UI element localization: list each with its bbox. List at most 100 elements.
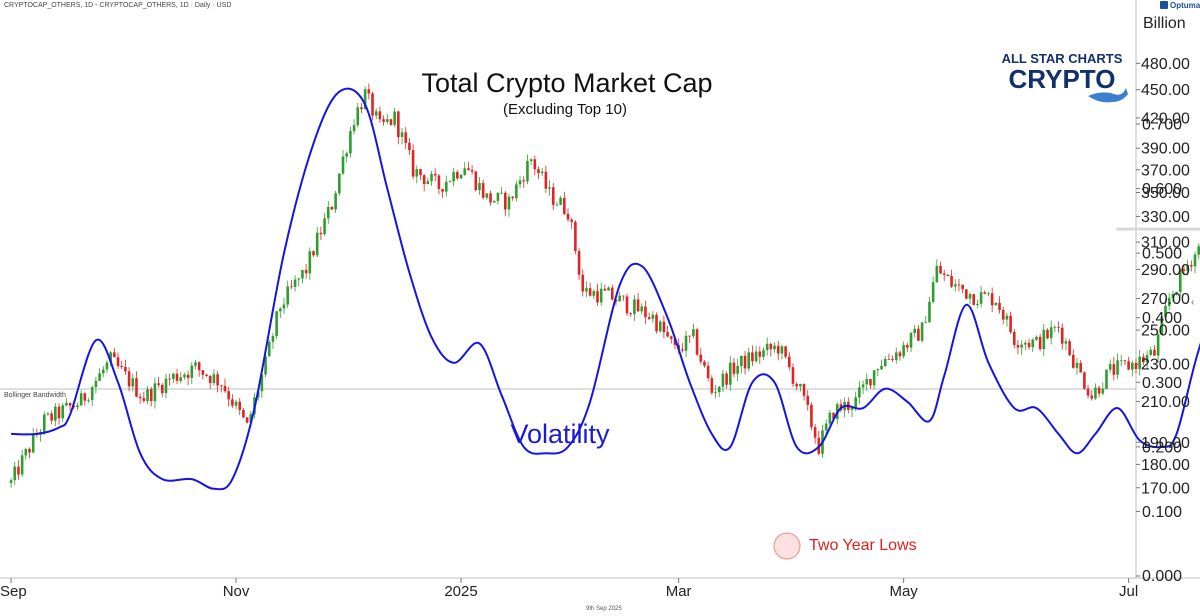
candle-body — [1068, 341, 1071, 355]
candle-body — [935, 265, 939, 283]
candle-body — [732, 362, 736, 374]
price-axis: 480.00 450.00 420.00 390.00 370.00 350.00 330.… — [1136, 56, 1190, 497]
candle-body — [891, 359, 894, 360]
candle-body — [238, 401, 242, 410]
candle-body — [765, 343, 769, 351]
candle-body — [334, 193, 337, 210]
candle-body — [301, 269, 304, 279]
candle-body — [356, 107, 360, 126]
candle-body — [806, 395, 810, 405]
candle-body — [367, 89, 371, 94]
candle-body — [330, 207, 334, 210]
candle-body — [526, 161, 529, 182]
price-tick-label: 420.00 — [1141, 110, 1190, 127]
candle-body — [135, 378, 138, 397]
candle-body — [566, 213, 570, 220]
candle-body — [1009, 315, 1012, 332]
candle-body — [692, 329, 695, 337]
logo-line2: CRYPTO — [1009, 64, 1116, 94]
candle-body — [24, 449, 28, 456]
candle-body — [710, 378, 714, 393]
candle-body — [1175, 291, 1178, 294]
candle-body — [854, 397, 857, 409]
lower-panel-label: Bollinger Bandwidth — [4, 392, 66, 399]
price-tick-label: 350.00 — [1141, 185, 1190, 202]
candle-body — [518, 180, 522, 185]
candle-body — [658, 321, 662, 332]
candle-body — [681, 349, 684, 351]
candle-body — [411, 150, 415, 177]
candle-body — [1123, 360, 1127, 362]
candle-body — [1035, 336, 1038, 340]
candle-body — [629, 313, 633, 315]
candle-body — [61, 405, 65, 419]
candle-body — [559, 197, 562, 205]
candle-body — [374, 111, 378, 116]
volatility-tick-label: 0.200 — [1142, 439, 1182, 456]
candle-body — [216, 374, 219, 386]
volatility-tick-label: 0.300 — [1142, 375, 1182, 392]
candle-body — [393, 111, 396, 125]
candle-body — [717, 386, 721, 393]
candle-body — [282, 304, 286, 309]
candle-body — [913, 328, 917, 334]
candle-body — [563, 197, 566, 214]
candle-body — [858, 387, 861, 398]
candle-body — [489, 193, 492, 203]
candle-body — [511, 196, 514, 199]
candle-body — [1149, 349, 1153, 355]
candle-body — [544, 171, 548, 189]
candle-body — [751, 352, 754, 362]
candle-body — [264, 356, 267, 375]
candle-body — [1001, 309, 1005, 320]
candle-body — [124, 366, 127, 372]
candle-body — [909, 333, 913, 348]
candle-body — [415, 169, 419, 177]
candle-body — [197, 362, 201, 371]
candle-body — [304, 269, 308, 274]
candle-body — [968, 294, 972, 299]
candle-body — [1197, 246, 1200, 255]
candle-body — [175, 373, 179, 381]
candle-body — [227, 391, 230, 400]
candle-body — [728, 362, 732, 385]
candle-body — [101, 369, 105, 374]
candle-body — [533, 159, 537, 170]
candle-body — [65, 402, 68, 406]
candle-body — [1024, 342, 1027, 345]
candle-body — [736, 366, 739, 374]
candle-body — [87, 399, 90, 401]
candle-body — [1116, 360, 1119, 375]
candle-body — [426, 181, 430, 184]
whale-icon — [1088, 88, 1128, 103]
candle-body — [961, 284, 964, 290]
candle-body — [286, 286, 289, 305]
candle-body — [950, 275, 953, 287]
candle-body — [651, 314, 655, 319]
candle-body — [430, 174, 433, 182]
candle-body — [828, 412, 832, 424]
candle-body — [887, 358, 891, 360]
candle-body — [478, 183, 481, 191]
candle-body — [9, 480, 13, 483]
candle-body — [183, 374, 186, 378]
candle-body — [537, 169, 540, 174]
candle-body — [721, 373, 725, 387]
candle-body — [769, 343, 773, 350]
candle-body — [360, 107, 363, 110]
volatility-tick-label: 0.500 — [1142, 246, 1182, 263]
candle-body — [242, 409, 245, 418]
candle-body — [470, 170, 474, 172]
scroll-chevron-icon[interactable]: ‹ — [1191, 297, 1194, 308]
candle-body — [17, 466, 20, 475]
candle-body — [496, 192, 500, 201]
candle-body — [452, 172, 455, 182]
candle-body — [876, 369, 880, 371]
candle-body — [987, 293, 990, 295]
candle-body — [695, 329, 699, 355]
candle-body — [610, 287, 614, 300]
symbol-header: CRYPTOCAP_OTHERS, 1D - CRYPTOCAP_OTHERS,… — [4, 2, 231, 9]
candle-body — [758, 351, 762, 357]
vendor-icon — [1160, 1, 1168, 9]
candle-body — [68, 402, 72, 406]
